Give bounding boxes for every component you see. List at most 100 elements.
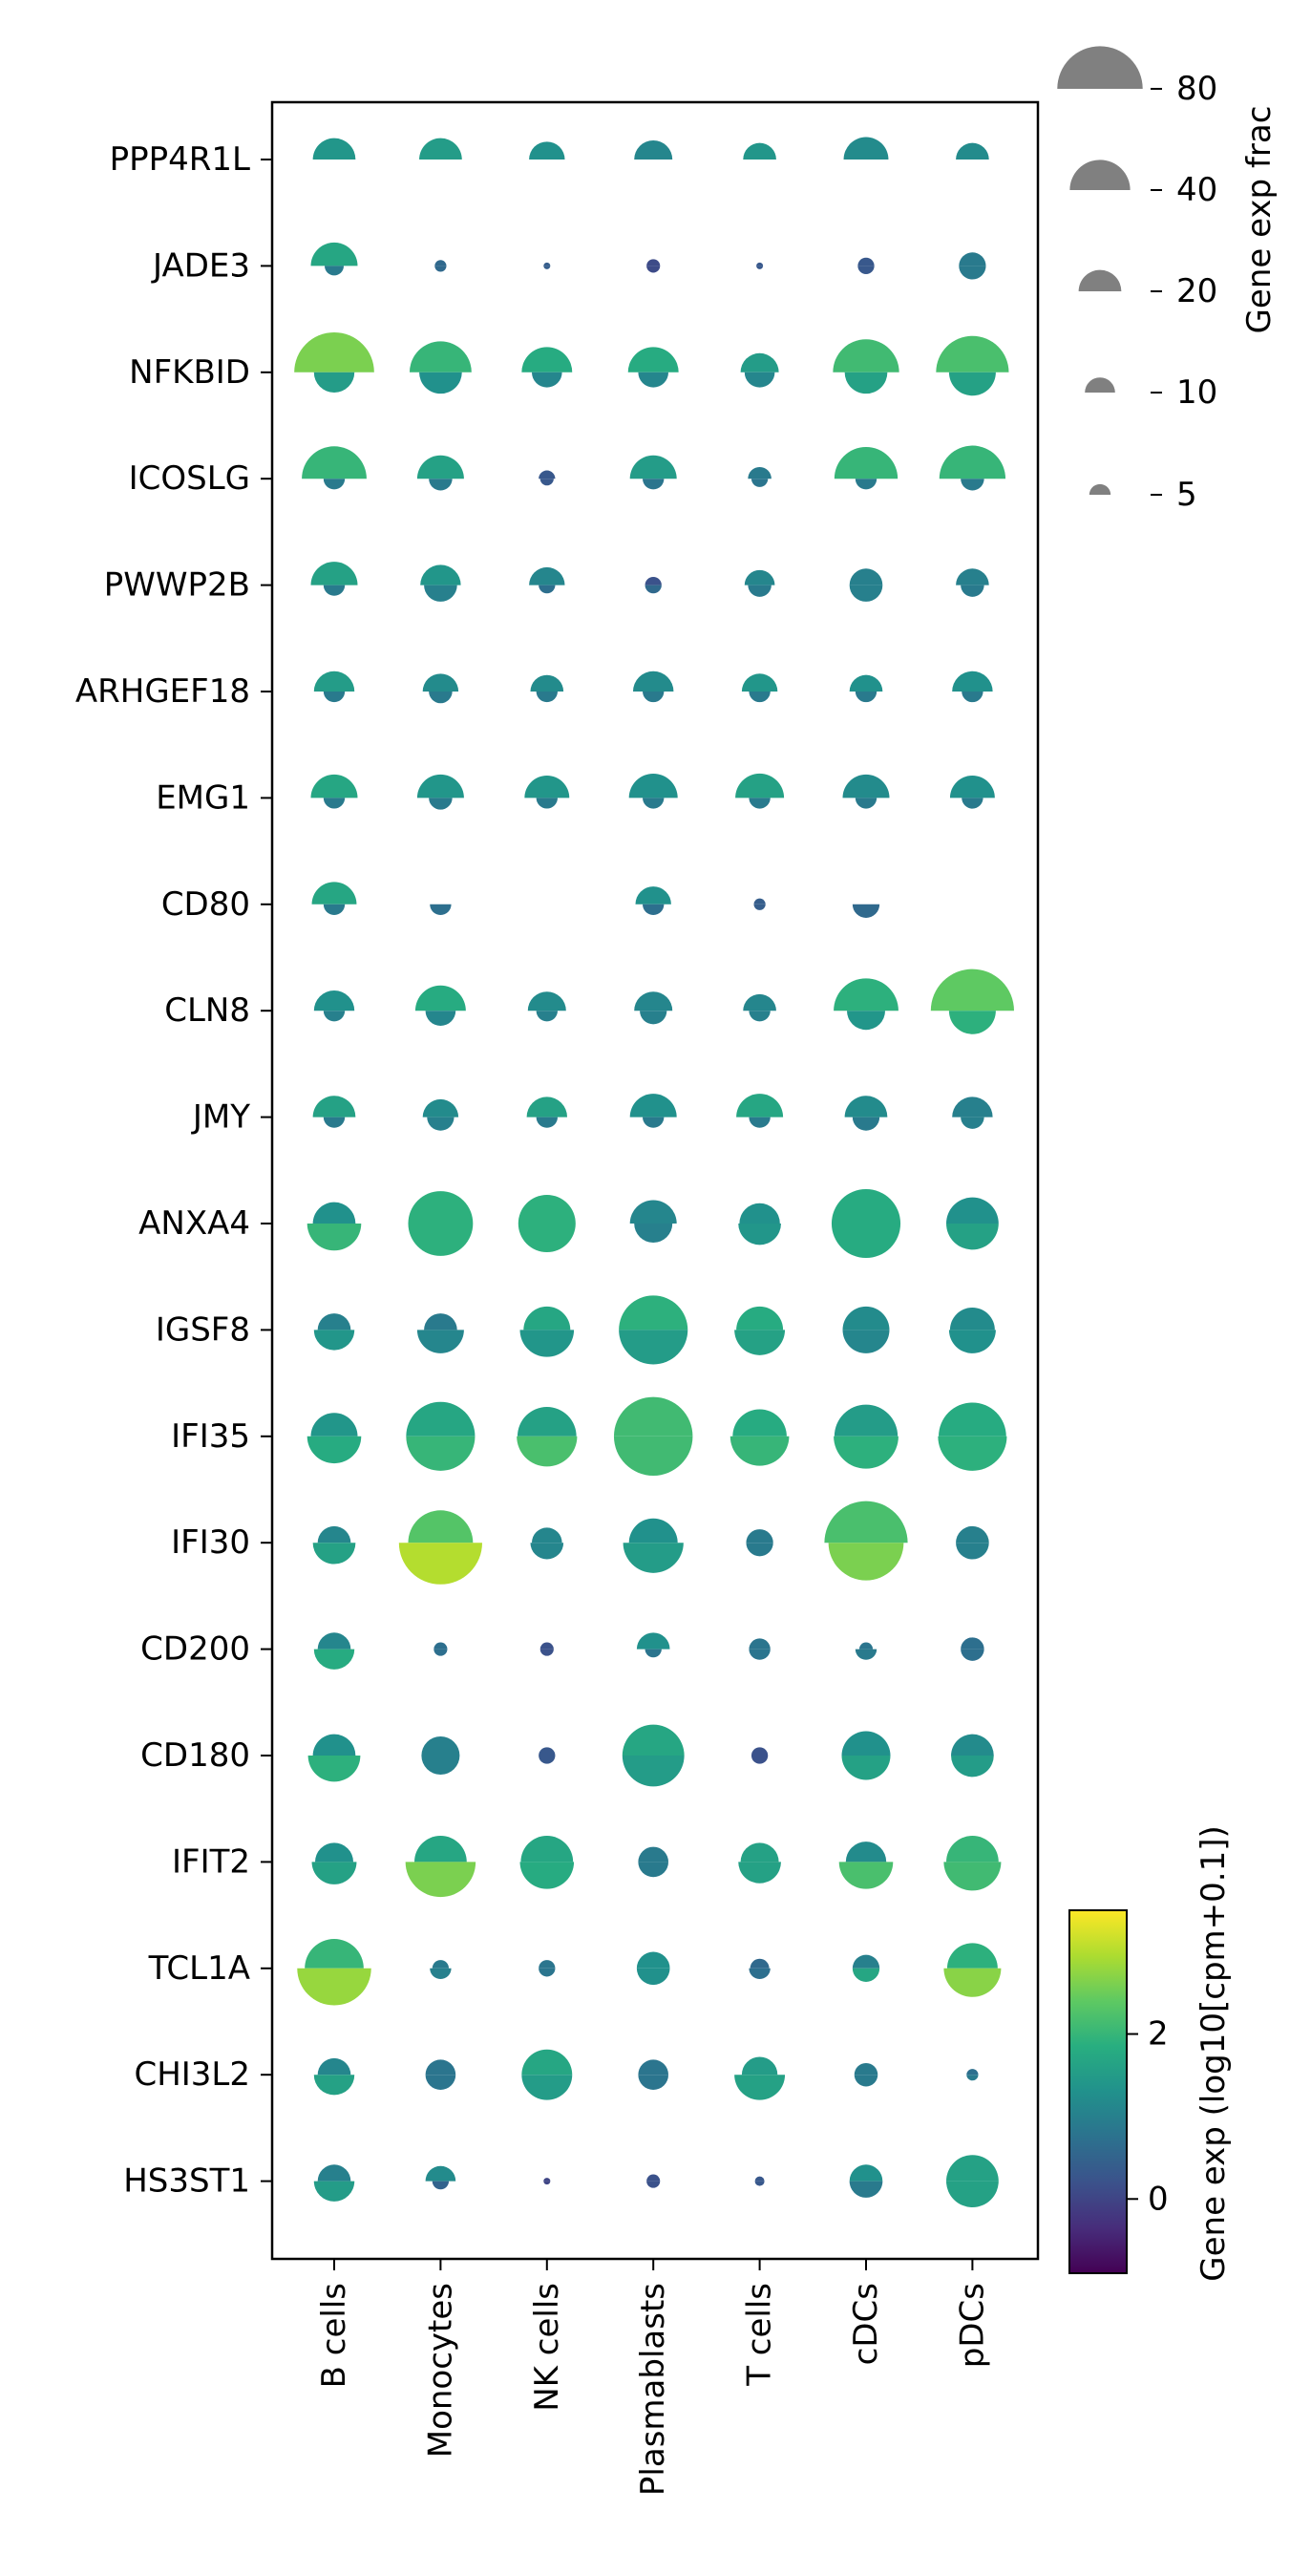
dot-lower-NFKBID-T-cells	[744, 372, 775, 388]
dot-upper-IGSF8-B-cells	[317, 1313, 351, 1331]
dot-lower-EMG1-NK-cells	[536, 798, 558, 809]
dot-lower-JMY-cDCs	[852, 1117, 880, 1131]
dot-upper-NFKBID-T-cells	[740, 352, 779, 373]
dot-upper-HS3ST1-Monocytes	[425, 2165, 456, 2182]
dot-upper-JMY-T-cells	[736, 1094, 784, 1118]
dot-lower-IGSF8-pDCs	[948, 1330, 996, 1353]
size-legend-label: 5	[1176, 476, 1197, 514]
dot-lower-HS3ST1-pDCs	[946, 2181, 999, 2207]
size-legend-swatch	[1057, 46, 1143, 89]
size-legend-swatch	[1069, 160, 1131, 190]
dot-upper-JADE3-B-cells	[310, 242, 358, 266]
dot-upper-ICOSLG-cDCs	[834, 447, 899, 479]
y-tick-label: TCL1A	[148, 1949, 250, 1988]
dot-lower-CD200-B-cells	[313, 1649, 355, 1670]
dot-lower-PWWP2B-NK-cells	[539, 585, 556, 594]
dot-upper-ANXA4-T-cells	[739, 1203, 780, 1224]
dot-upper-IFI30-NK-cells	[531, 1527, 562, 1543]
dot-upper-IFIT2-B-cells	[315, 1842, 353, 1863]
dot-upper-JMY-Monocytes	[422, 1098, 459, 1118]
colorbar-title: Gene exp (log10[cpm+0.1])	[1195, 1825, 1233, 2281]
dot-lower-CLN8-pDCs	[948, 1011, 996, 1034]
dot-upper-IFIT2-T-cells	[740, 1842, 779, 1863]
dot-upper-IFIT2-Plasmablasts	[638, 1846, 669, 1863]
dot-lower-ANXA4-B-cells	[307, 1224, 362, 1251]
dot-lower-CLN8-NK-cells	[536, 1011, 558, 1022]
dot-lower-JADE3-pDCs	[959, 266, 986, 280]
dot-upper-IFI35-Plasmablasts	[613, 1396, 693, 1437]
dot-lower-IFI30-pDCs	[956, 1543, 989, 1560]
dot-lower-CD200-pDCs	[961, 1649, 984, 1661]
dot-lower-TCL1A-NK-cells	[539, 1968, 556, 1977]
dot-lower-ICOSLG-Monocytes	[429, 479, 453, 491]
dot-lower-TCL1A-Monocytes	[430, 1968, 452, 1979]
dot-upper-ARHGEF18-Plasmablasts	[632, 671, 674, 692]
dot-upper-CD200-B-cells	[317, 1632, 351, 1650]
dot-lower-JADE3-B-cells	[325, 266, 344, 276]
dot-upper-EMG1-cDCs	[842, 774, 890, 798]
dot-upper-IFI30-Monocytes	[408, 1510, 474, 1543]
dot-lower-CD80-B-cells	[323, 904, 346, 915]
dot-lower-CD80-Plasmablasts	[643, 904, 665, 915]
dot-upper-TCL1A-B-cells	[305, 1939, 364, 1969]
dot-upper-PPP4R1L-Monocytes	[419, 138, 462, 160]
dot-lower-ANXA4-NK-cells	[518, 1224, 576, 1252]
dot-lower-JMY-Plasmablasts	[643, 1117, 665, 1128]
dot-lower-ICOSLG-NK-cells	[539, 479, 554, 486]
dot-lower-TCL1A-T-cells	[749, 1968, 771, 1979]
dot-lower-IFI30-Plasmablasts	[623, 1543, 684, 1573]
dot-lower-CD180-T-cells	[751, 1756, 769, 1764]
dot-upper-IFI30-B-cells	[317, 1525, 351, 1543]
dot-lower-IGSF8-T-cells	[734, 1330, 786, 1355]
y-tick-label: ICOSLG	[129, 459, 250, 498]
dot-upper-CLN8-T-cells	[743, 993, 776, 1011]
dot-lower-PWWP2B-cDCs	[849, 585, 883, 602]
dot-lower-EMG1-B-cells	[323, 798, 346, 809]
dot-upper-CD200-Plasmablasts	[636, 1632, 670, 1650]
x-tick-label: Monocytes	[421, 2283, 459, 2458]
dot-upper-IFI30-Plasmablasts	[628, 1518, 678, 1543]
colorbar-gradient	[1068, 1909, 1128, 2274]
dot-lower-IFIT2-NK-cells	[519, 1862, 575, 1889]
x-tick-label: B cells	[315, 2283, 353, 2388]
dot-upper-ICOSLG-Monocytes	[416, 455, 464, 479]
dot-upper-HS3ST1-cDCs	[849, 2164, 883, 2182]
dot-upper-IGSF8-NK-cells	[523, 1306, 571, 1331]
y-tick-label: PPP4R1L	[110, 140, 250, 179]
dot-lower-JMY-NK-cells	[536, 1117, 558, 1128]
dot-lower-IGSF8-cDCs	[842, 1330, 890, 1353]
dot-lower-EMG1-Monocytes	[429, 798, 453, 810]
y-tick-label: IFIT2	[172, 1842, 250, 1881]
dot-lower-PWWP2B-B-cells	[323, 585, 346, 596]
dot-lower-CD180-Monocytes	[421, 1756, 460, 1775]
dot-lower-ANXA4-cDCs	[831, 1224, 901, 1259]
dots-layer	[294, 137, 1014, 2207]
y-tick-label: IGSF8	[156, 1310, 250, 1349]
dot-upper-IFI30-cDCs	[824, 1501, 908, 1543]
dot-upper-CHI3L2-pDCs	[966, 2069, 979, 2076]
dot-lower-CLN8-cDCs	[847, 1011, 885, 1031]
dot-lower-CLN8-B-cells	[323, 1011, 346, 1022]
dot-lower-CD180-Plasmablasts	[622, 1756, 685, 1787]
dot-upper-CLN8-B-cells	[313, 990, 355, 1011]
dot-upper-ARHGEF18-NK-cells	[530, 674, 564, 692]
dot-lower-NFKBID-pDCs	[948, 372, 996, 396]
dot-upper-IFI35-pDCs	[939, 1402, 1006, 1437]
dot-lower-CLN8-Plasmablasts	[640, 1011, 667, 1025]
size-legend: 80 40 20 10 5	[1057, 46, 1217, 514]
y-tick-label: ANXA4	[138, 1204, 250, 1243]
dot-upper-CLN8-cDCs	[834, 978, 899, 1011]
dot-upper-CD180-cDCs	[841, 1731, 891, 1756]
dot-upper-CD200-NK-cells	[539, 1642, 554, 1650]
dot-lower-CD200-NK-cells	[539, 1649, 554, 1656]
y-tick-label: ARHGEF18	[75, 672, 250, 711]
dot-lower-TCL1A-B-cells	[297, 1968, 371, 2006]
y-tick-label: PWWP2B	[104, 566, 250, 605]
dot-lower-EMG1-cDCs	[855, 798, 878, 809]
x-axis: B cells Monocytes NK cells Plasmablasts T ce…	[315, 2259, 991, 2496]
dot-lower-ARHGEF18-Plasmablasts	[643, 692, 665, 703]
dot-lower-IFIT2-pDCs	[943, 1862, 1002, 1891]
dot-lower-NFKBID-Monocytes	[419, 372, 462, 394]
dot-upper-CD200-T-cells	[749, 1638, 771, 1650]
y-tick-label: JADE3	[151, 246, 250, 285]
